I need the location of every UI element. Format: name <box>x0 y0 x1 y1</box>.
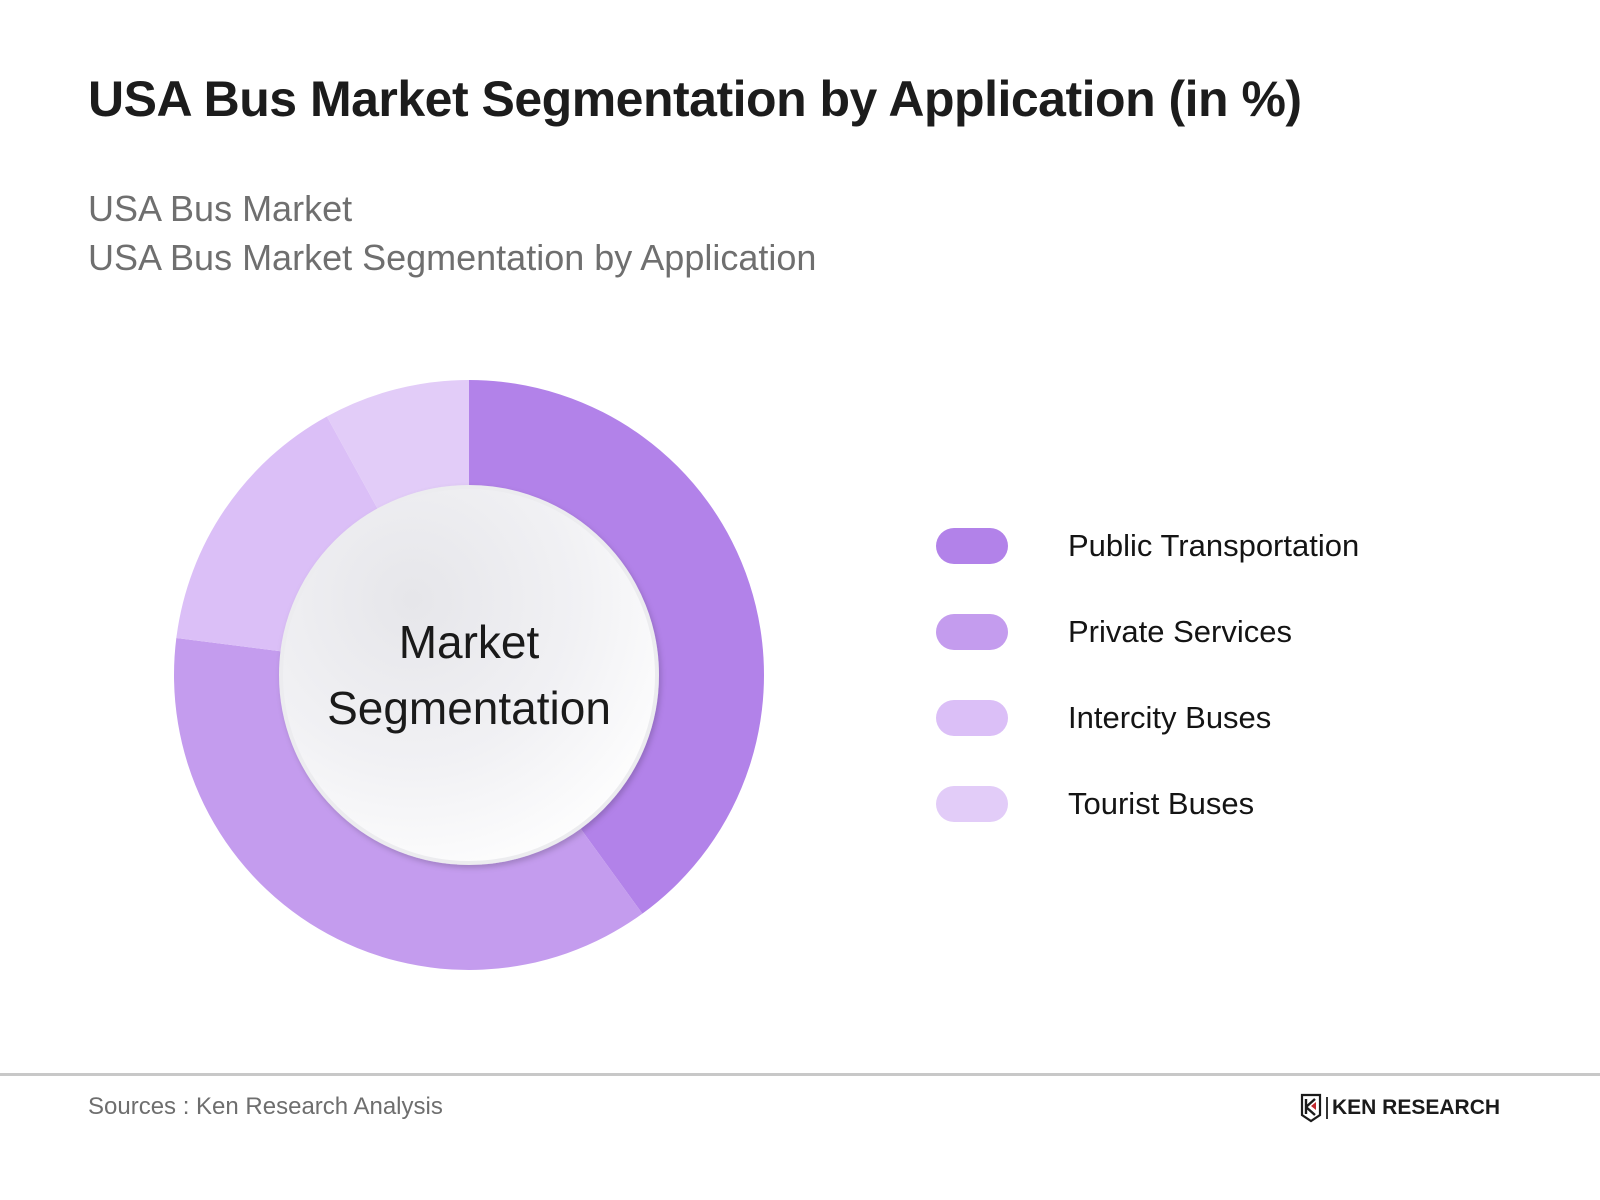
center-label-line1: Market <box>398 616 540 668</box>
logo-separator <box>1326 1097 1328 1119</box>
chart-title: USA Bus Market Segmentation by Applicati… <box>88 71 1302 127</box>
donut-segments <box>173 380 765 970</box>
logo-text: KEN RESEARCH <box>1332 1096 1501 1119</box>
ken-research-logo: KEN RESEARCH <box>1300 1093 1500 1123</box>
legend-swatch-icon <box>936 614 1008 650</box>
legend-item-tourist-buses: Tourist Buses <box>936 786 1536 822</box>
donut-center-disc <box>279 485 659 865</box>
legend-swatch-icon <box>936 786 1008 822</box>
legend-item-public-transportation: Public Transportation <box>936 528 1536 564</box>
donut-segment-public-transportation <box>469 380 765 914</box>
ken-research-shield-icon <box>1300 1093 1322 1123</box>
legend-label: Intercity Buses <box>1068 700 1272 735</box>
legend-swatch-icon <box>936 528 1008 564</box>
legend-swatch-icon <box>936 700 1008 736</box>
legend-label: Public Transportation <box>1068 528 1360 563</box>
center-label-line2: Segmentation <box>327 682 611 734</box>
donut-segment-tourist-buses <box>326 380 469 513</box>
legend-item-intercity-buses: Intercity Buses <box>936 700 1536 736</box>
legend-label: Private Services <box>1068 614 1292 649</box>
donut-segment-intercity-buses <box>176 416 380 652</box>
chart-subtitle-market: USA Bus Market <box>88 188 353 229</box>
footer-divider <box>0 1073 1600 1076</box>
donut-segment-private-services <box>173 638 643 970</box>
donut-center-label: Market Segmentation <box>327 609 611 741</box>
legend-label: Tourist Buses <box>1068 786 1255 821</box>
chart-subtitle-segmentation: USA Bus Market Segmentation by Applicati… <box>88 237 817 278</box>
legend-item-private-services: Private Services <box>936 614 1536 650</box>
sources-note: Sources : Ken Research Analysis <box>88 1093 443 1120</box>
